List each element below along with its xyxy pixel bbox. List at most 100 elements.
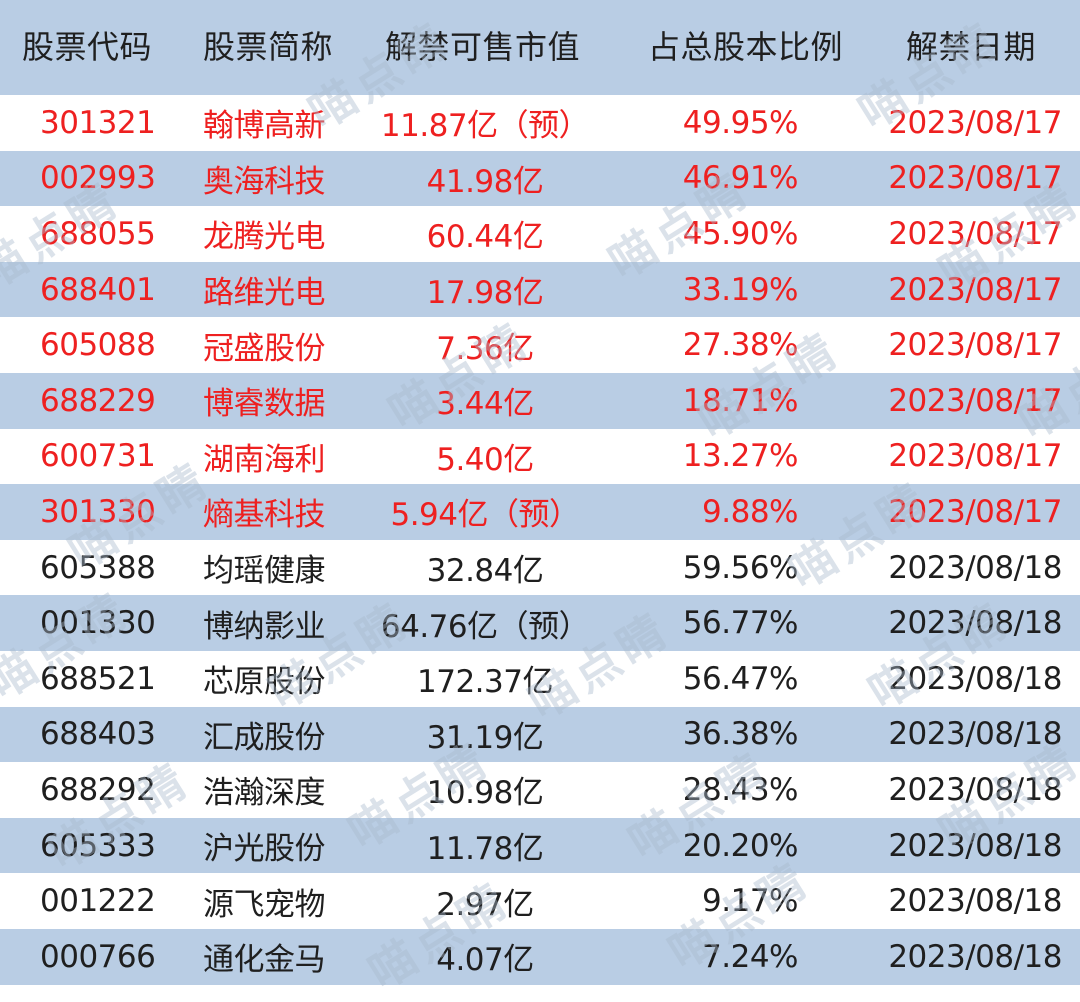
stock-code-cell: 001222 <box>40 883 156 920</box>
stock-code-cell: 600731 <box>40 438 156 475</box>
stock-code-cell: 301330 <box>40 493 156 530</box>
unlock-value-cell: 32.84亿 <box>426 553 544 590</box>
share-ratio-cell: 18.71% <box>682 382 799 419</box>
header-date: 解禁日期 <box>906 27 1037 66</box>
unlock-date-cell: 2023/08/18 <box>888 827 1062 864</box>
unlock-value-cell: 31.19亿 <box>426 719 544 756</box>
stock-code-cell: 605388 <box>40 549 156 586</box>
unlock-date-cell: 2023/08/18 <box>888 605 1062 642</box>
unlock-value-cell: 4.07亿 <box>436 942 534 979</box>
table-header: 股票代码 股票简称 解禁可售市值 占总股本比例 解禁日期 <box>0 0 1080 95</box>
unlock-value-cell: 60.44亿 <box>426 219 544 256</box>
unlock-date-cell: 2023/08/17 <box>888 104 1062 141</box>
unlock-date-cell: 2023/08/18 <box>888 549 1062 586</box>
share-ratio-cell: 59.56% <box>682 549 799 586</box>
share-ratio-cell: 36.38% <box>682 716 799 753</box>
stock-code-cell: 605333 <box>40 827 156 864</box>
table-row: 688292 浩瀚深度 10.98亿 28.43% 2023/08/18 <box>0 762 1080 818</box>
header-name: 股票简称 <box>203 27 334 66</box>
stock-code-cell: 688055 <box>40 215 156 252</box>
stock-code-cell: 688229 <box>40 382 156 419</box>
stock-name-cell: 奥海科技 <box>203 163 326 200</box>
table-row: 001222 源飞宠物 2.97亿 9.17% 2023/08/18 <box>0 873 1080 929</box>
unlock-date-cell: 2023/08/18 <box>888 938 1062 975</box>
unlock-value-cell: 11.78亿 <box>426 831 544 868</box>
stock-name-cell: 沪光股份 <box>203 831 326 868</box>
share-ratio-cell: 56.77% <box>682 605 799 642</box>
share-ratio-cell: 13.27% <box>682 438 799 475</box>
stock-name-cell: 湖南海利 <box>203 441 326 478</box>
stock-name-cell: 汇成股份 <box>203 719 326 756</box>
share-ratio-cell: 9.17% <box>702 883 798 920</box>
stock-name-cell: 龙腾光电 <box>203 219 326 256</box>
unlock-value-cell: 10.98亿 <box>426 775 544 812</box>
unlock-date-cell: 2023/08/18 <box>888 883 1062 920</box>
share-ratio-cell: 49.95% <box>682 104 799 141</box>
header-ratio: 占总股本比例 <box>648 27 844 66</box>
share-ratio-cell: 28.43% <box>682 771 799 808</box>
unlock-value-cell: 7.36亿 <box>436 330 534 367</box>
table-row: 600731 湖南海利 5.40亿 13.27% 2023/08/17 <box>0 428 1080 485</box>
table-row: 301330 熵基科技 5.94亿（预） 9.88% 2023/08/17 <box>0 484 1080 540</box>
unlock-date-cell: 2023/08/17 <box>888 160 1062 197</box>
share-ratio-cell: 45.90% <box>682 215 799 252</box>
stock-name-cell: 源飞宠物 <box>203 886 326 923</box>
unlock-date-cell: 2023/08/18 <box>888 771 1062 808</box>
unlock-value-cell: 5.94亿（预） <box>390 497 580 534</box>
table-row: 688403 汇成股份 31.19亿 36.38% 2023/08/18 <box>0 706 1080 763</box>
stock-code-cell: 605088 <box>40 327 156 364</box>
stock-name-cell: 路维光电 <box>203 275 326 312</box>
unlock-value-cell: 172.37亿 <box>417 664 553 701</box>
unlock-date-cell: 2023/08/17 <box>888 215 1062 252</box>
stock-name-cell: 博睿数据 <box>203 386 326 423</box>
share-ratio-cell: 9.88% <box>702 493 798 530</box>
table-row: 688401 路维光电 17.98亿 33.19% 2023/08/17 <box>0 261 1080 318</box>
unlock-value-cell: 3.44亿 <box>436 386 534 423</box>
share-ratio-cell: 33.19% <box>682 271 799 308</box>
unlock-date-cell: 2023/08/18 <box>888 660 1062 697</box>
share-ratio-cell: 46.91% <box>682 160 799 197</box>
table-row: 301321 翰博高新 11.87亿（预） 49.95% 2023/08/17 <box>0 95 1080 151</box>
table-row: 688229 博睿数据 3.44亿 18.71% 2023/08/17 <box>0 372 1080 429</box>
table-row: 002993 奥海科技 41.98亿 46.91% 2023/08/17 <box>0 150 1080 207</box>
unlock-date-cell: 2023/08/17 <box>888 438 1062 475</box>
unlock-date-cell: 2023/08/18 <box>888 716 1062 753</box>
stock-name-cell: 均瑶健康 <box>203 553 326 590</box>
header-value: 解禁可售市值 <box>385 27 581 66</box>
stock-code-cell: 688521 <box>40 660 156 697</box>
stock-name-cell: 熵基科技 <box>203 497 326 534</box>
share-ratio-cell: 56.47% <box>682 660 799 697</box>
stock-code-cell: 688292 <box>40 771 156 808</box>
header-code: 股票代码 <box>22 27 153 66</box>
unlock-value-cell: 17.98亿 <box>426 275 544 312</box>
table-row: 605388 均瑶健康 32.84亿 59.56% 2023/08/18 <box>0 539 1080 596</box>
unlock-value-cell: 5.40亿 <box>436 441 534 478</box>
share-ratio-cell: 7.24% <box>702 938 798 975</box>
stock-code-cell: 002993 <box>40 160 156 197</box>
unlock-value-cell: 64.76亿（预） <box>380 608 590 645</box>
unlock-value-cell: 11.87亿（预） <box>380 108 590 145</box>
stock-name-cell: 芯原股份 <box>203 664 326 701</box>
table-row: 605088 冠盛股份 7.36亿 27.38% 2023/08/17 <box>0 317 1080 373</box>
stock-name-cell: 通化金马 <box>203 942 326 979</box>
share-ratio-cell: 27.38% <box>682 327 799 364</box>
table-row: 688521 芯原股份 172.37亿 56.47% 2023/08/18 <box>0 650 1080 707</box>
unlock-date-cell: 2023/08/17 <box>888 327 1062 364</box>
stock-name-cell: 冠盛股份 <box>203 330 326 367</box>
unlock-date-cell: 2023/08/17 <box>888 271 1062 308</box>
stock-code-cell: 000766 <box>40 938 156 975</box>
share-ratio-cell: 20.20% <box>682 827 799 864</box>
stock-name-cell: 浩瀚深度 <box>203 775 326 812</box>
stock-code-cell: 001330 <box>40 605 156 642</box>
table-row: 688055 龙腾光电 60.44亿 45.90% 2023/08/17 <box>0 206 1080 262</box>
unlock-date-cell: 2023/08/17 <box>888 493 1062 530</box>
stock-name-cell: 博纳影业 <box>203 608 326 645</box>
unlock-value-cell: 41.98亿 <box>426 163 544 200</box>
unlock-date-cell: 2023/08/17 <box>888 382 1062 419</box>
table-row: 605333 沪光股份 11.78亿 20.20% 2023/08/18 <box>0 817 1080 874</box>
table-row: 000766 通化金马 4.07亿 7.24% 2023/08/18 <box>0 928 1080 985</box>
stock-code-cell: 688403 <box>40 716 156 753</box>
table-body: 301321 翰博高新 11.87亿（预） 49.95% 2023/08/17 00299… <box>0 95 1080 985</box>
stock-code-cell: 301321 <box>40 104 156 141</box>
